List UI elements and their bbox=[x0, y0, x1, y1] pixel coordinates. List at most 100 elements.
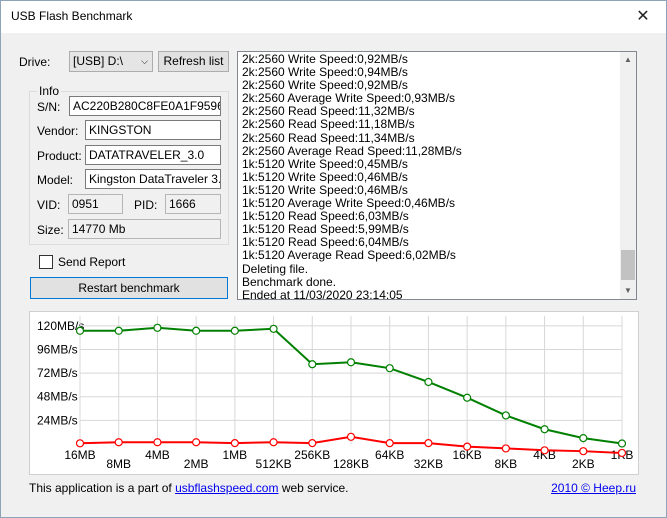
window-title: USB Flash Benchmark bbox=[11, 9, 133, 23]
x-tick-label: 8KB bbox=[495, 457, 518, 471]
vendor-field[interactable]: KINGSTON bbox=[85, 120, 221, 140]
x-tick-label: 512KB bbox=[256, 457, 292, 471]
log-line: 2k:2560 Read Speed:11,32MB/s bbox=[242, 104, 415, 119]
data-point bbox=[385, 364, 394, 373]
x-tick-label: 8MB bbox=[106, 457, 131, 471]
send-report-label: Send Report bbox=[58, 255, 126, 269]
size-value: 14770 Mb bbox=[72, 222, 126, 236]
data-point bbox=[579, 433, 588, 443]
log-line: 1k:5120 Read Speed:6,04MB/s bbox=[242, 235, 409, 250]
log-line: 2k:2560 Write Speed:0,94MB/s bbox=[242, 65, 408, 80]
data-point bbox=[114, 438, 123, 447]
data-point bbox=[192, 326, 201, 335]
log-line: 1k:5120 Write Speed:0,46MB/s bbox=[242, 169, 408, 184]
product-field[interactable]: DATATRAVELER_3.0 bbox=[85, 145, 221, 165]
data-point bbox=[153, 438, 162, 447]
footer-prefix: This application is a part of bbox=[29, 481, 176, 495]
usbflashspeed-link[interactable]: usbflashspeed.com bbox=[175, 481, 279, 495]
footer-suffix: web service. bbox=[278, 481, 349, 495]
x-tick-label: 128KB bbox=[333, 457, 369, 471]
data-point bbox=[153, 323, 162, 332]
sn-label: S/N: bbox=[37, 100, 61, 114]
data-point bbox=[75, 326, 85, 335]
log-line: 2k:2560 Average Write Speed:0,93MB/s bbox=[242, 91, 456, 106]
data-point bbox=[424, 377, 433, 387]
pid-field[interactable]: 1666 bbox=[165, 194, 221, 214]
drive-select[interactable]: [USB] D:\ ⌵ bbox=[69, 51, 153, 72]
log-line: 2k:2560 Read Speed:11,18MB/s bbox=[242, 117, 415, 132]
data-point bbox=[192, 438, 201, 447]
data-point bbox=[269, 324, 278, 333]
x-tick-label: 64KB bbox=[375, 448, 404, 462]
log-line: 1k:5120 Read Speed:6,03MB/s bbox=[242, 209, 409, 224]
y-tick-label: 24MB/s bbox=[37, 413, 78, 427]
x-tick-label: 32KB bbox=[414, 457, 443, 471]
data-point bbox=[617, 439, 627, 448]
log-lines: 2k:2560 Write Speed:0,92MB/s 2k:2560 Writ… bbox=[242, 52, 462, 299]
send-report-checkbox[interactable] bbox=[39, 255, 53, 269]
close-icon[interactable]: ✕ bbox=[636, 8, 650, 25]
size-field[interactable]: 14770 Mb bbox=[68, 219, 221, 239]
log-line: 2k:2560 Read Speed:11,34MB/s bbox=[242, 130, 415, 145]
y-tick-label: 120MB/s bbox=[37, 319, 84, 333]
log-line: 1k:5120 Average Read Speed:6,02MB/s bbox=[242, 248, 456, 263]
data-point bbox=[346, 432, 356, 441]
vendor-value: KINGSTON bbox=[89, 123, 152, 137]
data-point bbox=[540, 425, 549, 434]
log-line: 2k:2560 Average Read Speed:11,28MB/s bbox=[242, 143, 462, 158]
scroll-up-icon[interactable]: ▲ bbox=[624, 55, 632, 64]
chevron-down-icon: ⌵ bbox=[141, 56, 148, 66]
vid-value: 0951 bbox=[72, 197, 99, 211]
speed-chart-svg: 120MB/s 96MB/s 72MB/s 48MB/s 24MB/s 16MB 8MB 4M… bbox=[37, 316, 633, 471]
x-tick-label: 16KB bbox=[452, 448, 481, 462]
scroll-thumb[interactable] bbox=[621, 250, 635, 280]
vendor-label: Vendor: bbox=[37, 124, 79, 138]
x-tick-label: 2KB bbox=[572, 457, 595, 471]
log-line: 1k:5120 Read Speed:5,99MB/s bbox=[242, 222, 409, 237]
product-label: Product: bbox=[37, 149, 82, 163]
restart-benchmark-button[interactable]: Restart benchmark bbox=[30, 277, 228, 299]
speed-chart: 120MB/s 96MB/s 72MB/s 48MB/s 24MB/s 16MB 8MB 4M… bbox=[29, 311, 639, 475]
x-tick-label: 4MB bbox=[145, 448, 170, 462]
info-group bbox=[29, 91, 229, 245]
data-point bbox=[463, 442, 472, 451]
log-line: 2k:2560 Write Speed:0,92MB/s bbox=[242, 52, 408, 66]
data-point bbox=[308, 360, 317, 369]
product-value: DATATRAVELER_3.0 bbox=[89, 148, 205, 162]
y-tick-label: 72MB/s bbox=[37, 366, 78, 380]
pid-value: 1666 bbox=[169, 197, 196, 211]
footer-text: This application is a part of usbflashsp… bbox=[29, 481, 349, 495]
drive-select-value: [USB] D:\ bbox=[73, 54, 124, 68]
x-tick-label: 16MB bbox=[64, 448, 95, 462]
x-tick-label: 1MB bbox=[223, 448, 248, 462]
scroll-down-icon[interactable]: ▼ bbox=[624, 286, 632, 295]
drive-label: Drive: bbox=[19, 55, 51, 69]
data-point bbox=[75, 439, 85, 448]
data-point bbox=[424, 439, 433, 448]
copyright-link[interactable]: 2010 © Heep.ru bbox=[551, 481, 636, 495]
vid-label: VID: bbox=[37, 198, 61, 212]
data-point bbox=[579, 447, 588, 456]
log-line: 1k:5120 Average Write Speed:0,46MB/s bbox=[242, 196, 456, 211]
data-point bbox=[114, 326, 123, 335]
log-line: Benchmark done. bbox=[242, 274, 337, 289]
log-line: Deleting file. bbox=[242, 261, 309, 276]
model-field[interactable]: Kingston DataTraveler 3.0 bbox=[85, 169, 221, 189]
x-tick-label: 4KB bbox=[533, 448, 556, 462]
data-point bbox=[540, 446, 549, 455]
y-tick-label: 48MB/s bbox=[37, 390, 78, 404]
title-bar: USB Flash Benchmark ✕ bbox=[1, 1, 666, 33]
log-scrollbar[interactable]: ▲ ▼ bbox=[620, 52, 636, 299]
x-tick-label: 2MB bbox=[184, 457, 209, 471]
data-point bbox=[346, 358, 356, 367]
vid-field[interactable]: 0951 bbox=[68, 194, 123, 214]
data-point bbox=[463, 393, 472, 402]
log-output[interactable]: 2k:2560 Write Speed:0,92MB/s 2k:2560 Writ… bbox=[237, 51, 637, 300]
sn-field[interactable]: AC220B280C8FE0A1F9596453 bbox=[69, 96, 221, 116]
info-group-title: Info bbox=[37, 84, 62, 98]
size-label: Size: bbox=[37, 223, 64, 237]
model-label: Model: bbox=[37, 173, 74, 187]
data-point bbox=[308, 439, 317, 448]
refresh-list-button[interactable]: Refresh list bbox=[158, 51, 229, 72]
